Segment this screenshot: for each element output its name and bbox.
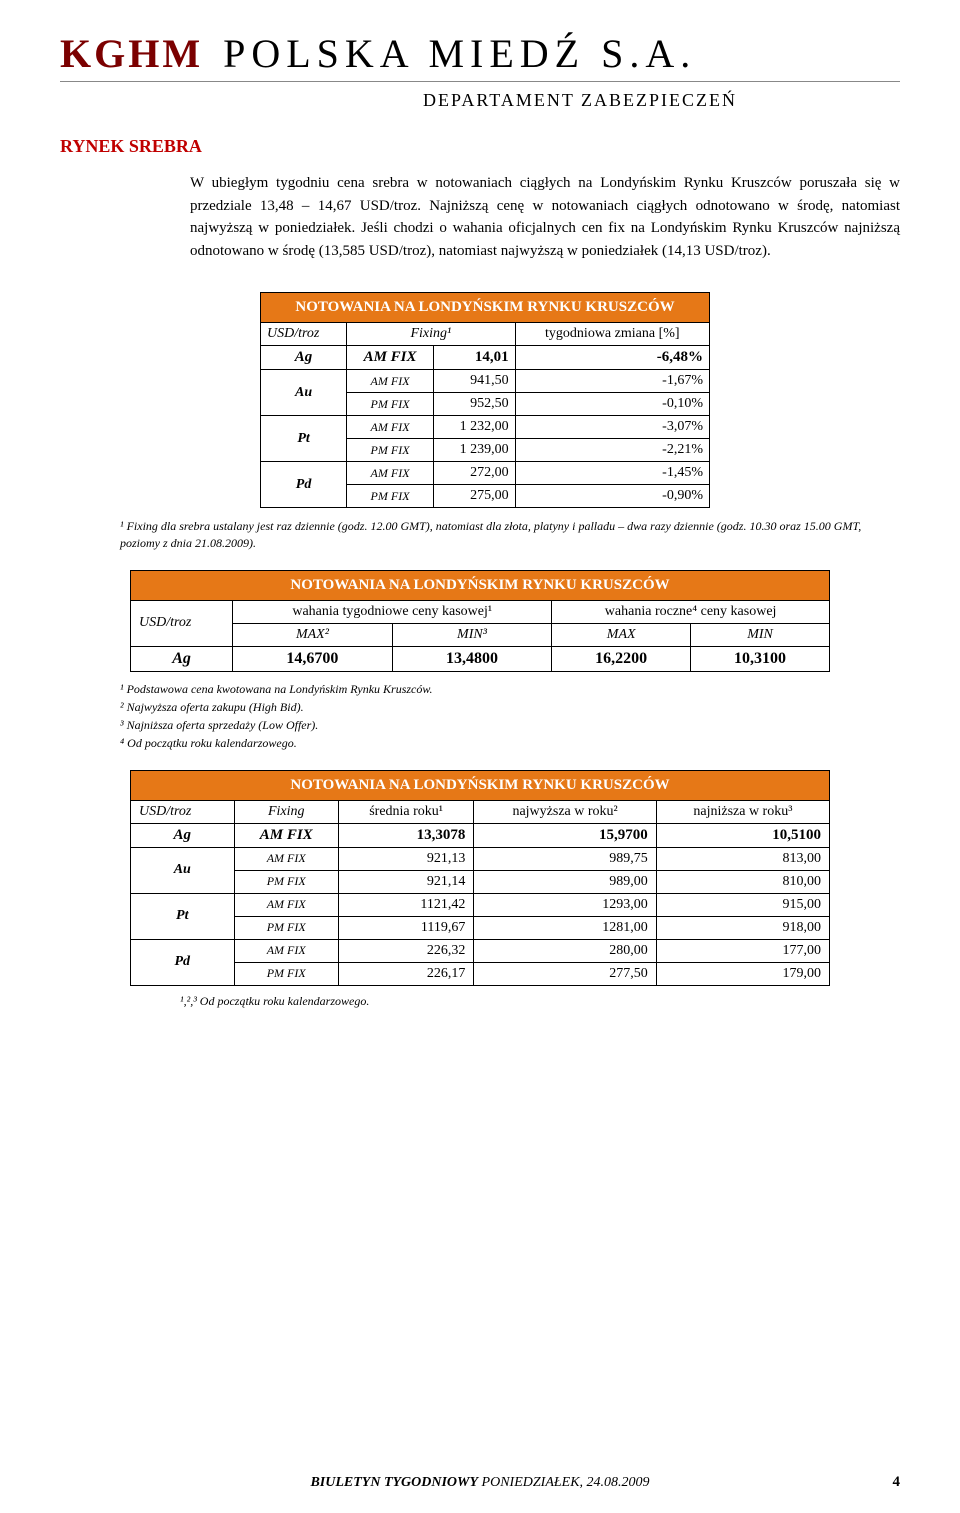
- table-price-range: NOTOWANIA NA LONDYŃSKIM RYNKU KRUSZCÓWUS…: [130, 570, 900, 672]
- department-name: DEPARTAMENT ZABEZPIECZEŃ: [260, 90, 900, 111]
- body-paragraph: W ubiegłym tygodniu cena srebra w notowa…: [190, 172, 900, 262]
- document-header: KGHM POLSKA MIEDŹ S.A. DEPARTAMENT ZABEZ…: [60, 30, 900, 111]
- footnotes-2: ¹ Podstawowa cena kwotowana na Londyński…: [120, 680, 900, 752]
- company-line: KGHM POLSKA MIEDŹ S.A.: [60, 30, 900, 82]
- table-weekly-fixing: NOTOWANIA NA LONDYŃSKIM RYNKU KRUSZCÓWUS…: [260, 292, 900, 508]
- footer-title: BIULETYN TYGODNIOWY: [310, 1475, 478, 1490]
- page-number: 4: [893, 1474, 901, 1491]
- page-footer: BIULETYN TYGODNIOWY PONIEDZIAŁEK, 24.08.…: [0, 1475, 960, 1491]
- section-title: RYNEK SREBRA: [60, 136, 900, 157]
- table-year-stats: NOTOWANIA NA LONDYŃSKIM RYNKU KRUSZCÓWUS…: [130, 770, 900, 986]
- footnote-3: ¹,²,³ Od początku roku kalendarzowego.: [180, 994, 900, 1009]
- footer-date: PONIEDZIAŁEK, 24.08.2009: [478, 1475, 650, 1490]
- footnote-1: ¹ Fixing dla srebra ustalany jest raz dz…: [120, 518, 900, 552]
- company-short: KGHM: [60, 30, 203, 77]
- company-name: POLSKA MIEDŹ S.A.: [223, 30, 696, 77]
